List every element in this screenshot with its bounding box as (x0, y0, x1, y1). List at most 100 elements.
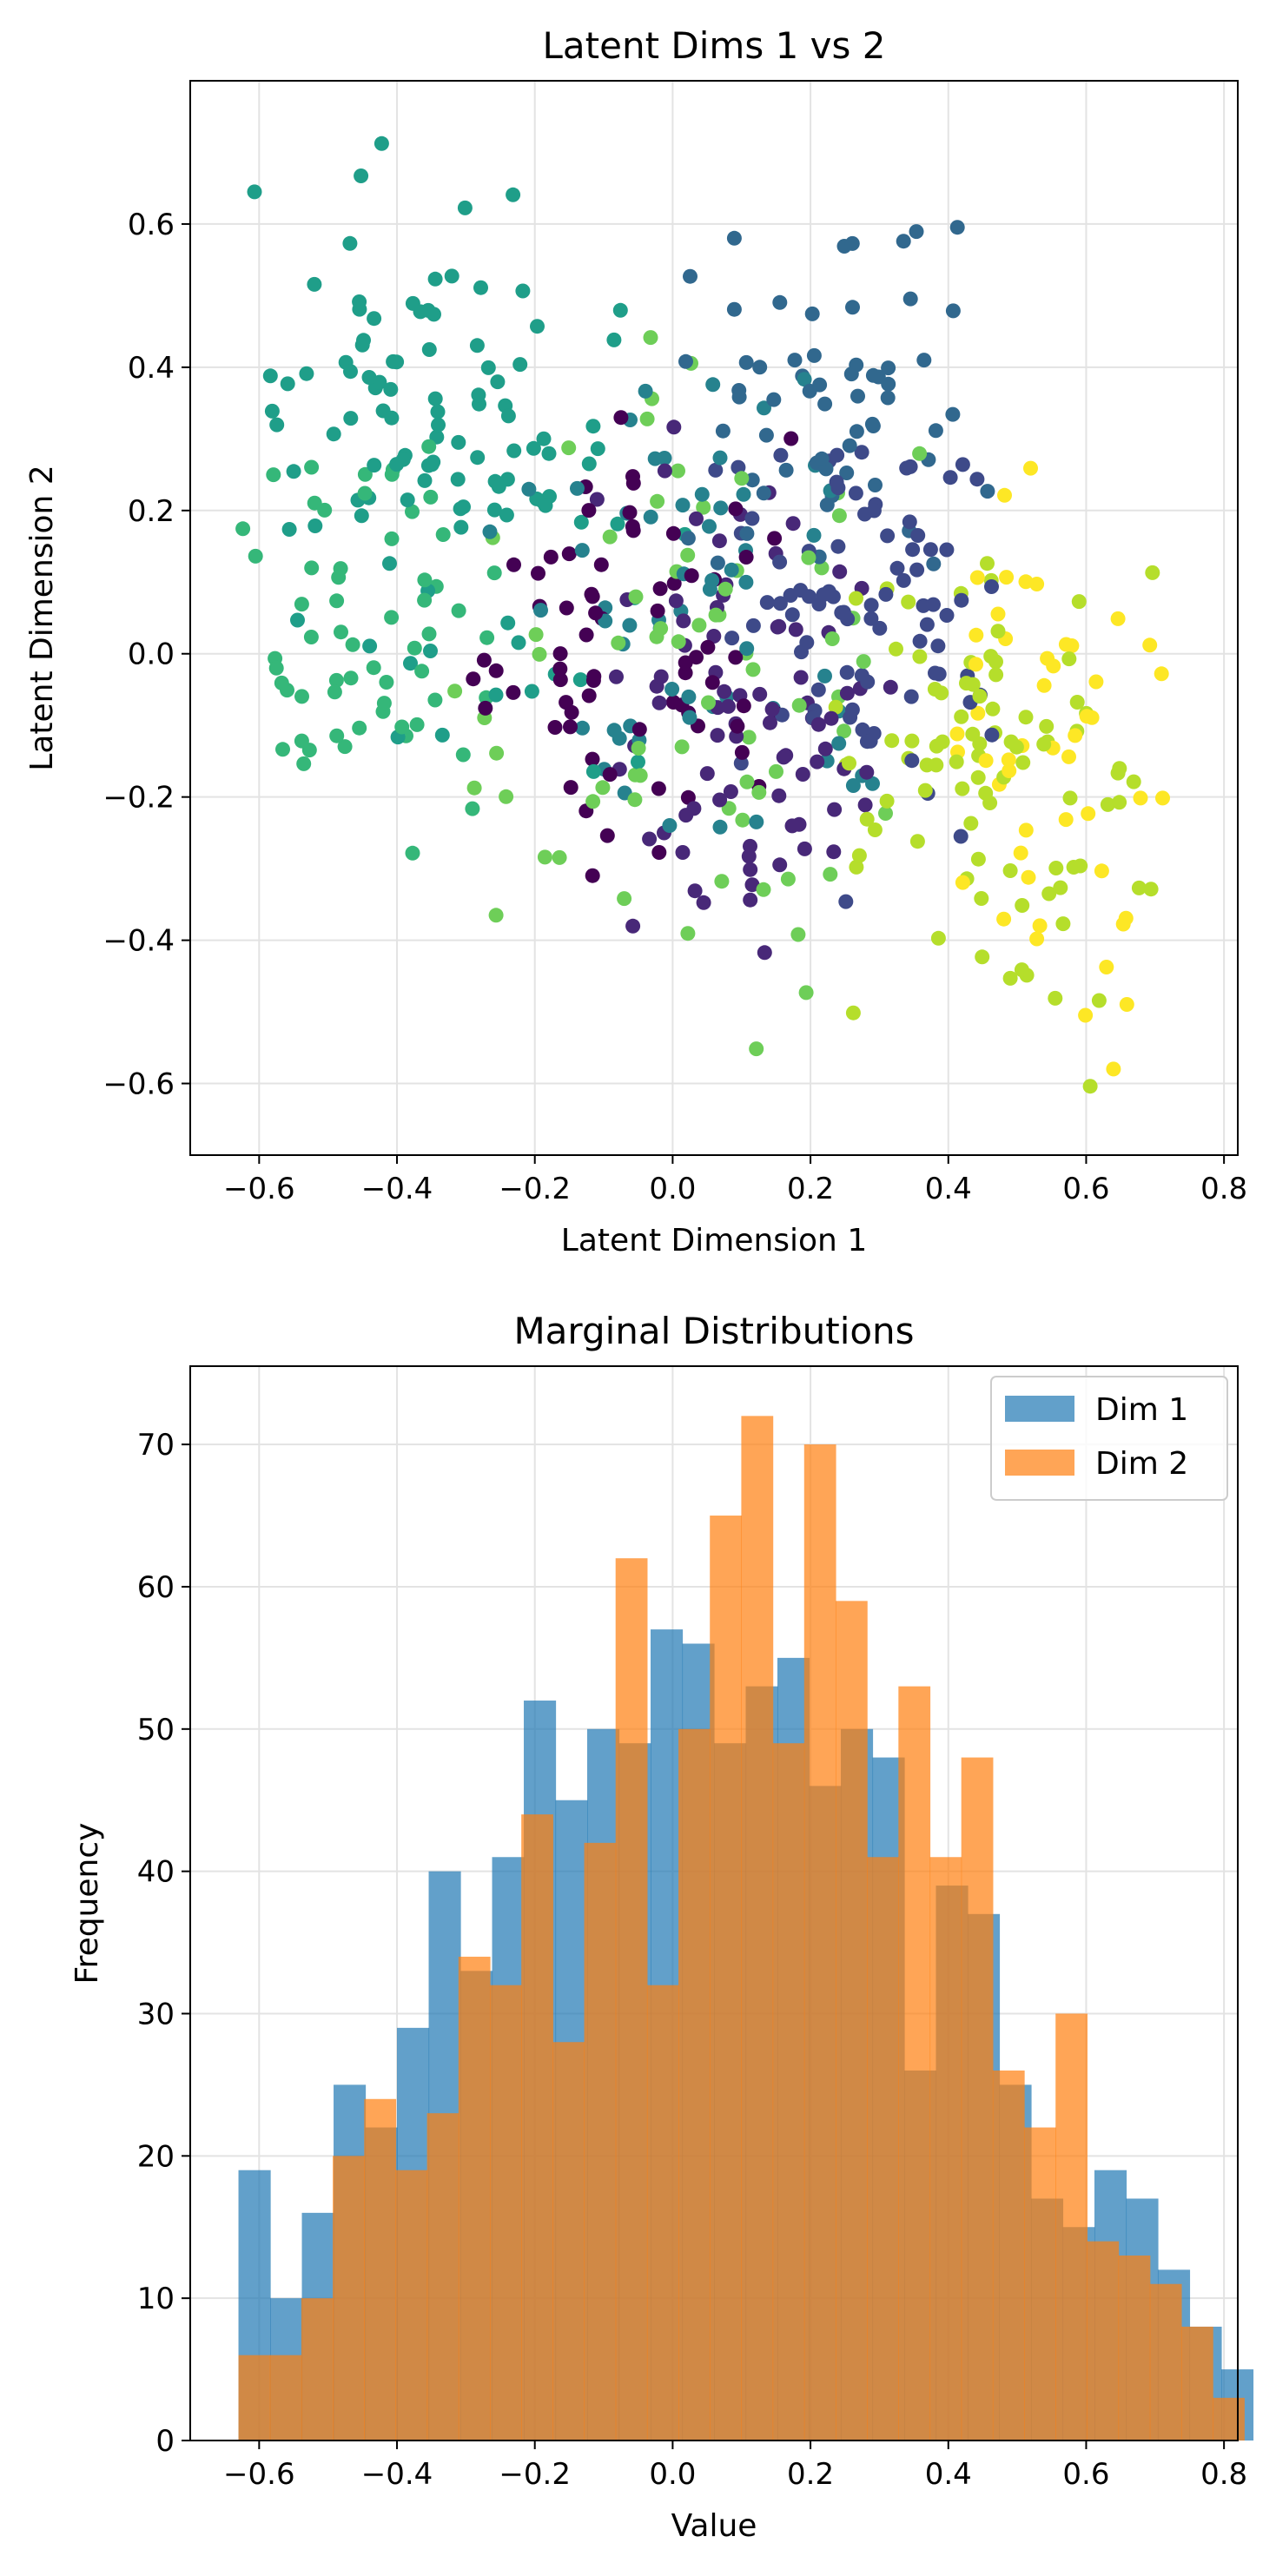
scatter-point-class-0 (586, 669, 602, 684)
scatter-point-class-4 (694, 486, 710, 502)
scatter-point-class-9 (990, 606, 1006, 622)
scatter-point-class-8 (828, 699, 843, 715)
scatter-point-class-6 (328, 672, 344, 688)
scatter-point-class-0 (625, 475, 641, 491)
scatter-point-class-7 (528, 627, 544, 643)
scatter-point-class-8 (1066, 860, 1081, 875)
scatter-point-class-6 (331, 570, 347, 585)
scatter-point-class-0 (622, 505, 638, 520)
scatter-point-class-3 (896, 234, 911, 249)
scatter-point-class-8 (1145, 565, 1160, 580)
scatter-point-class-2 (889, 560, 905, 576)
histogram-bar (803, 1444, 836, 2441)
scatter-point-class-0 (730, 718, 745, 734)
scatter-point-class-6 (455, 747, 471, 763)
histogram-y-tick-label: 20 (137, 2139, 175, 2174)
scatter-point-class-9 (1002, 763, 1017, 778)
scatter-point-class-3 (881, 376, 896, 392)
scatter-point-class-9 (1106, 1061, 1121, 1077)
scatter-point-class-0 (588, 605, 604, 621)
scatter-point-class-9 (1110, 611, 1126, 626)
histogram-x-axis-label: Value (671, 2508, 757, 2544)
scatter-point-class-2 (784, 607, 800, 623)
scatter-point-class-6 (327, 684, 342, 700)
scatter-point-class-8 (1071, 594, 1087, 610)
scatter-point-class-9 (1032, 918, 1048, 934)
scatter-point-class-5 (431, 417, 446, 433)
scatter-point-class-7 (639, 411, 655, 426)
histogram-y-tick-label: 40 (137, 1855, 175, 1890)
scatter-point-class-2 (930, 638, 946, 654)
scatter-point-class-8 (930, 930, 946, 946)
histogram-x-tick-label: −0.6 (223, 2457, 295, 2492)
scatter-point-class-4 (704, 572, 720, 588)
scatter-point-class-7 (595, 780, 611, 796)
scatter-point-class-1 (810, 754, 825, 769)
scatter-point-class-3 (726, 301, 742, 317)
scatter-y-tick-label: 0.0 (128, 637, 175, 672)
scatter-point-class-6 (296, 756, 312, 771)
scatter-point-class-8 (1048, 990, 1063, 1006)
scatter-point-class-9 (1061, 749, 1076, 764)
scatter-point-class-6 (435, 527, 451, 542)
histogram-bar (1024, 2127, 1056, 2441)
scatter-point-class-9 (1115, 916, 1131, 932)
scatter-point-class-1 (696, 895, 711, 910)
scatter-point-class-5 (367, 458, 382, 473)
scatter-point-class-7 (912, 446, 928, 461)
scatter-point-class-3 (758, 427, 774, 443)
histogram-bar (301, 2298, 334, 2441)
legend-label-dim-1: Dim 1 (1095, 1392, 1188, 1428)
scatter-point-class-6 (486, 565, 502, 581)
scatter-point-class-5 (352, 301, 367, 317)
scatter-point-class-1 (752, 686, 768, 702)
scatter-point-class-8 (845, 1005, 861, 1020)
histogram-x-tick-label: 0.8 (1200, 2457, 1247, 2492)
scatter-point-class-2 (984, 727, 1000, 743)
histogram-series-2 (238, 1416, 1245, 2441)
scatter-point-class-7 (632, 768, 648, 783)
scatter-point-class-0 (651, 845, 667, 860)
scatter-point-class-1 (741, 849, 757, 864)
histogram-bar (1087, 2241, 1120, 2441)
scatter-point-class-6 (479, 630, 495, 645)
scatter-point-class-8 (1039, 718, 1055, 734)
scatter-point-class-3 (817, 396, 833, 412)
scatter-point-class-3 (945, 303, 961, 319)
scatter-point-class-7 (447, 684, 463, 699)
histogram-chart: −0.6 −0.4 −0.2 0.0 0.2 0.4 0.6 0.8 0 10 20 30 40 50 6… (69, 1310, 1254, 2544)
histogram-bar (615, 1558, 648, 2441)
scatter-point-class-5 (307, 276, 322, 292)
scatter-point-class-4 (831, 736, 847, 751)
scatter-point-class-7 (745, 662, 761, 677)
histogram-y-tick-label: 70 (137, 1428, 175, 1463)
scatter-x-ticks: −0.6 −0.4 −0.2 0.0 0.2 0.4 0.6 0.8 (223, 1155, 1247, 1206)
scatter-point-class-0 (613, 410, 629, 426)
histogram-x-tick-label: 0.2 (787, 2457, 834, 2492)
scatter-point-class-7 (741, 730, 757, 745)
scatter-point-class-5 (469, 338, 485, 353)
scatter-point-class-7 (537, 849, 552, 865)
scatter-point-class-4 (664, 682, 680, 697)
scatter-point-class-5 (453, 519, 469, 535)
histogram-bars (238, 1416, 1254, 2441)
scatter-point-class-9 (1079, 709, 1094, 724)
scatter-point-class-3 (772, 294, 788, 310)
scatter-point-class-7 (489, 745, 505, 761)
histogram-y-tick-label: 10 (137, 2282, 175, 2316)
histogram-bar (489, 1985, 522, 2441)
scatter-point-class-0 (650, 603, 665, 618)
scatter-point-class-6 (274, 675, 289, 690)
histogram-x-tick-label: −0.2 (499, 2457, 571, 2492)
scatter-point-class-3 (814, 451, 830, 466)
scatter-point-class-3 (756, 485, 771, 501)
scatter-point-class-3 (839, 466, 855, 480)
scatter-point-class-3 (926, 556, 942, 571)
scatter-point-class-3 (802, 383, 817, 399)
scatter-point-class-4 (738, 574, 754, 590)
histogram-bar (1149, 2283, 1182, 2441)
scatter-point-class-8 (859, 811, 875, 827)
scatter-y-axis-label: Latent Dimension 2 (24, 465, 60, 770)
scatter-point-class-3 (683, 268, 698, 284)
